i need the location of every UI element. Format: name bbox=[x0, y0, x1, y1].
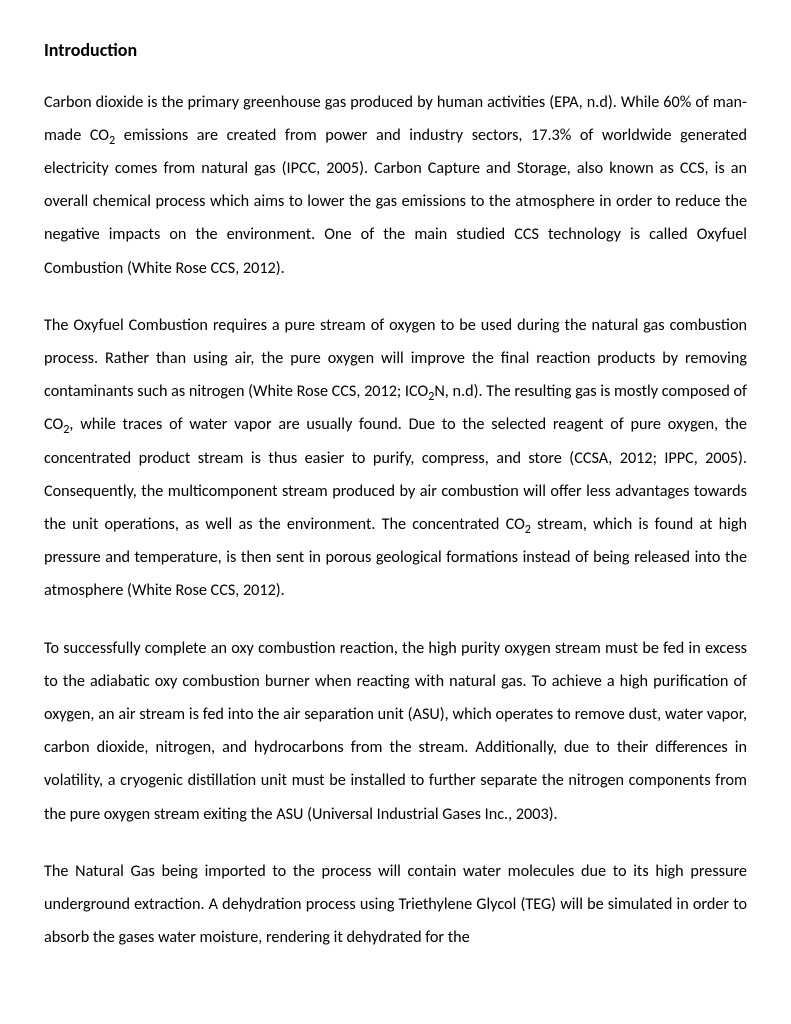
paragraph-2: The Oxyfuel Combustion requires a pure s… bbox=[44, 309, 747, 608]
paragraph-1: Carbon dioxide is the primary greenhouse… bbox=[44, 86, 747, 285]
paragraph-3: To successfully complete an oxy combusti… bbox=[44, 632, 747, 831]
section-heading: Introduction bbox=[44, 40, 747, 62]
paragraph-4: The Natural Gas being imported to the pr… bbox=[44, 855, 747, 955]
